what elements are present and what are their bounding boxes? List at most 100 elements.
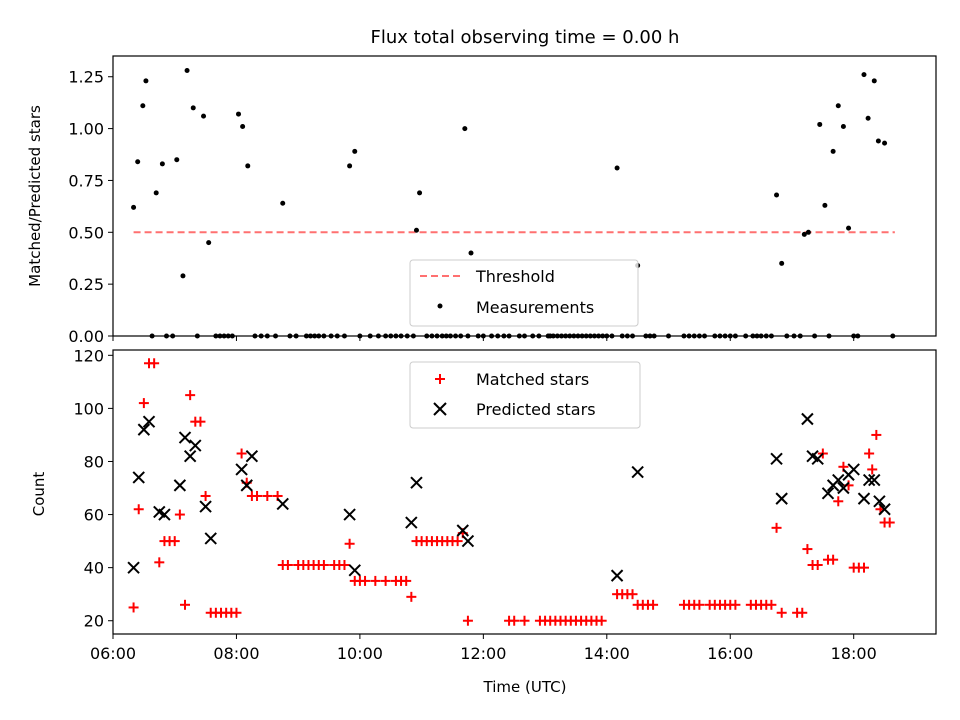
predicted-star-point — [456, 524, 469, 537]
predicted-star-point — [199, 500, 212, 513]
predicted-star-point — [862, 473, 876, 487]
measurement-points — [131, 68, 896, 339]
predicted-star-point — [461, 534, 475, 548]
matched-star-point — [262, 490, 273, 501]
matched-star-point — [236, 448, 247, 459]
top-y-tick-label: 1.00 — [68, 120, 104, 139]
measurement-point — [417, 190, 423, 196]
bottom-plot-frame — [112, 349, 937, 635]
measurement-point — [347, 163, 353, 169]
predicted-star-point — [770, 452, 783, 466]
matched-star-point — [180, 599, 191, 610]
x-tick-label: 08:00 — [213, 644, 259, 663]
matched-star-point — [339, 559, 350, 570]
x-tick-label: 14:00 — [584, 644, 630, 663]
x-tick-label: 18:00 — [831, 644, 877, 663]
bottom-legend: Matched stars Predicted stars — [409, 361, 641, 429]
measurement-point — [201, 113, 207, 119]
predicted-star-point — [868, 473, 881, 487]
matched-star-point — [648, 599, 659, 610]
measurement-point — [153, 190, 159, 196]
predicted-star-point — [189, 439, 202, 452]
measurement-point — [871, 78, 877, 84]
measurement-point — [143, 78, 149, 84]
matched-star-point — [776, 607, 787, 618]
top-y-tick-label: 1.25 — [68, 68, 104, 87]
top-y-ticks: 0.00 0.25 0.50 0.75 1.00 1.25 — [68, 68, 113, 346]
measurement-point — [774, 192, 780, 198]
predicted-legend-label: Predicted stars — [476, 400, 596, 419]
measurement-point — [817, 121, 823, 127]
matched-star-point — [406, 591, 417, 602]
measurement-point — [462, 126, 468, 132]
predicted-star-point — [631, 465, 644, 479]
measurement-point — [865, 115, 871, 121]
bottom-y-tick-label: 40 — [84, 559, 104, 578]
matched-star-point — [509, 615, 520, 626]
measurement-point — [846, 225, 852, 231]
matched-star-point — [519, 615, 530, 626]
matched-star-point — [344, 538, 355, 549]
predicted-star-point — [132, 471, 145, 484]
measurement-point — [882, 140, 888, 146]
measurement-point — [779, 260, 785, 266]
measurement-point — [822, 202, 828, 208]
matched-star-point — [380, 575, 391, 586]
bottom-y-axis-label: Count — [30, 472, 48, 517]
predicted-star-point — [878, 503, 891, 516]
threshold-legend-label: Threshold — [475, 267, 555, 286]
matched-star-point — [133, 504, 144, 515]
top-legend-box — [409, 259, 639, 327]
measurement-point — [352, 148, 358, 154]
ratio-panel: Flux total observing time = 0.00 h Match… — [26, 27, 937, 346]
matched-legend-swatch — [435, 374, 445, 384]
bottom-y-ticks: 20 40 60 80 100 120 — [73, 346, 113, 631]
measurement-point — [801, 231, 807, 237]
matched-star-point — [627, 589, 638, 600]
predicted-star-point — [204, 532, 217, 545]
matched-star-point — [174, 509, 185, 520]
matched-star-point — [797, 607, 808, 618]
predicted-star-point — [127, 561, 140, 574]
matched-star-point — [812, 559, 823, 570]
measurement-point — [840, 124, 846, 130]
matched-star-point — [154, 557, 165, 568]
x-tick-label: 12:00 — [460, 644, 506, 663]
matched-star-point — [128, 602, 139, 613]
predicted-star-point — [410, 476, 423, 489]
predicted-stars-points — [127, 412, 891, 582]
matched-star-point — [185, 390, 196, 401]
chart-title: Flux total observing time = 0.00 h — [371, 27, 680, 48]
matched-star-point — [370, 575, 381, 586]
predicted-star-point — [873, 495, 886, 508]
measurement-point — [875, 138, 881, 144]
measurement-point — [131, 204, 137, 210]
predicted-star-point — [837, 481, 850, 495]
measurement-point — [159, 161, 165, 167]
predicted-star-point — [348, 564, 361, 577]
measurement-point — [245, 163, 251, 169]
matched-star-point — [149, 358, 160, 369]
top-plot-frame — [112, 55, 937, 337]
top-y-tick-label: 0.75 — [68, 171, 104, 190]
bottom-legend-box — [409, 361, 641, 429]
measurement-point — [135, 159, 141, 165]
predicted-star-point — [173, 479, 187, 492]
predicted-star-point — [610, 569, 624, 582]
measurement-point — [236, 111, 242, 117]
measurement-point — [180, 273, 186, 279]
predicted-star-point — [235, 463, 248, 476]
bottom-x-ticks: 06:00 08:00 10:00 12:00 14:00 16:00 18:00 — [90, 634, 877, 663]
predicted-star-point — [183, 449, 197, 463]
x-tick-label: 10:00 — [337, 644, 383, 663]
matched-star-point — [231, 607, 242, 618]
predicted-star-point — [240, 479, 253, 492]
measurement-point — [280, 200, 286, 206]
matched-star-point — [833, 496, 844, 507]
predicted-star-point — [405, 516, 418, 529]
matched-star-point — [871, 429, 882, 440]
predicted-star-point — [821, 487, 835, 500]
counts-panel: Count Time (UTC) 20 40 60 80 100 120 06:00 08:… — [30, 346, 937, 696]
measurement-point — [184, 68, 190, 74]
